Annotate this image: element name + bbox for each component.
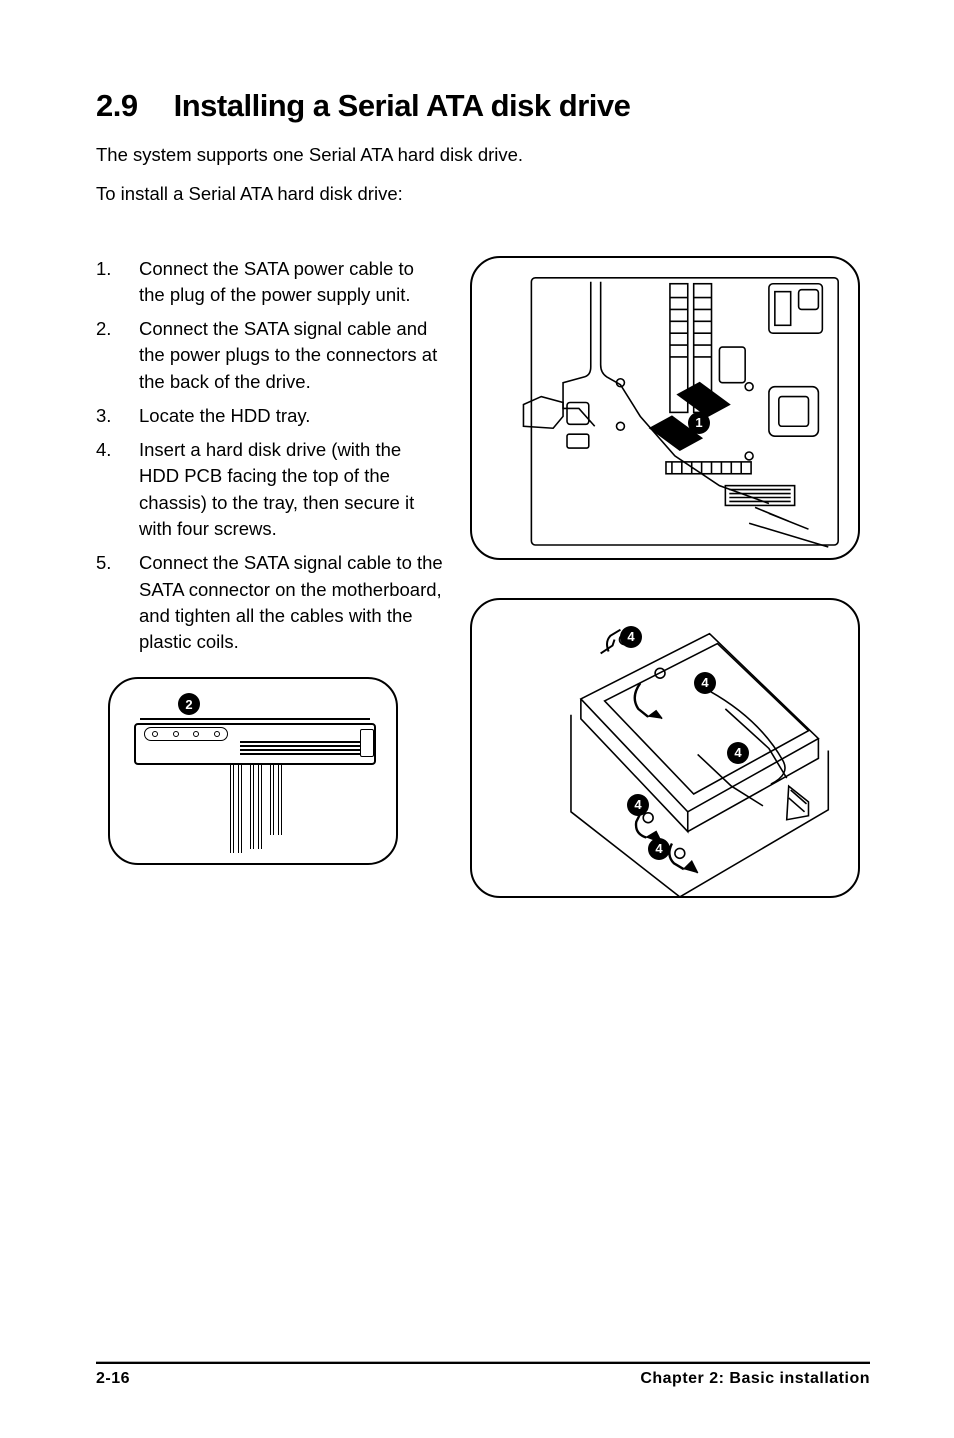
section-number: 2.9 xyxy=(96,88,138,123)
schematic-line xyxy=(144,727,228,741)
callout-marker: 4 xyxy=(727,742,749,764)
figure-hdd-back: 2 xyxy=(108,677,398,865)
schematic-line xyxy=(360,729,374,757)
motherboard-schematic-icon xyxy=(472,258,858,559)
right-column: 1 xyxy=(470,256,870,898)
page-footer: 2-16 Chapter 2: Basic installation xyxy=(0,1361,954,1388)
content-columns: Connect the SATA power cable to the plug… xyxy=(96,256,870,898)
left-column: Connect the SATA power cable to the plug… xyxy=(96,256,444,898)
footer-rule xyxy=(96,1361,870,1364)
step-item: Connect the SATA signal cable to the SAT… xyxy=(96,550,444,655)
callout-marker: 2 xyxy=(178,693,200,715)
footer-row: 2-16 Chapter 2: Basic installation xyxy=(96,1370,870,1388)
callout-marker: 4 xyxy=(694,672,716,694)
intro-line-2: To install a Serial ATA hard disk drive: xyxy=(96,181,870,208)
step-item: Locate the HDD tray. xyxy=(96,403,444,429)
intro-line-1: The system supports one Serial ATA hard … xyxy=(96,142,870,169)
callout-marker: 4 xyxy=(627,794,649,816)
chapter-label: Chapter 2: Basic installation xyxy=(640,1370,870,1388)
callout-marker: 4 xyxy=(620,626,642,648)
schematic-line xyxy=(214,731,220,737)
section-heading: 2.9 Installing a Serial ATA disk drive xyxy=(96,88,870,124)
figure-motherboard: 1 xyxy=(470,256,860,560)
schematic-line xyxy=(173,731,179,737)
callout-marker: 4 xyxy=(648,838,670,860)
callout-marker: 1 xyxy=(688,412,710,434)
section-title: Installing a Serial ATA disk drive xyxy=(174,88,631,123)
schematic-line xyxy=(193,731,199,737)
schematic-line xyxy=(240,741,360,759)
page-number: 2-16 xyxy=(96,1370,130,1388)
figure-hdd-tray: 4 4 4 4 4 xyxy=(470,598,860,898)
schematic-line xyxy=(152,731,158,737)
steps-list: Connect the SATA power cable to the plug… xyxy=(96,256,444,656)
step-item: Insert a hard disk drive (with the HDD P… xyxy=(96,437,444,542)
step-item: Connect the SATA signal cable and the po… xyxy=(96,316,444,395)
step-item: Connect the SATA power cable to the plug… xyxy=(96,256,444,309)
